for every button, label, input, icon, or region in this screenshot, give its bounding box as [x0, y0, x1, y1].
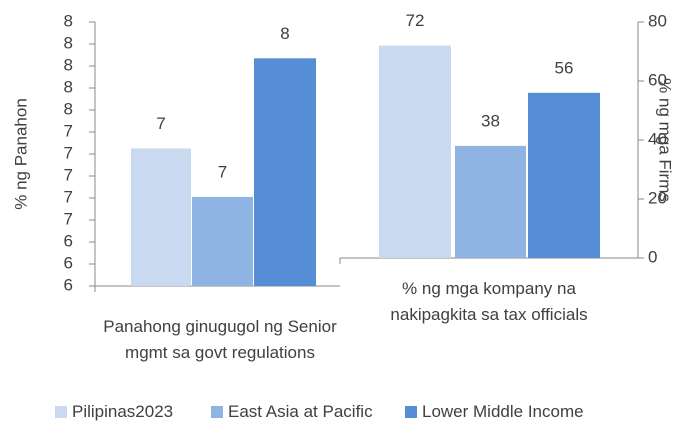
- data-label: 72: [406, 11, 425, 30]
- y-tick-label: 8: [64, 99, 73, 118]
- legend-label: Lower Middle Income: [422, 402, 584, 421]
- y-tick-label: 6: [64, 253, 73, 272]
- y-tick-label: 7: [64, 209, 73, 228]
- bar: [455, 145, 526, 258]
- y2-tick-label: 40: [648, 129, 667, 148]
- legend-item: Pilipinas2023: [55, 402, 173, 422]
- data-label: 7: [156, 114, 165, 133]
- data-label: 8: [280, 24, 289, 43]
- x-category-label: Panahong ginugugol ng Senior mgmt sa gov…: [103, 317, 337, 362]
- x-category-label: % ng mga kompany na nakipagkita sa tax o…: [390, 279, 588, 324]
- y-tick-label: 8: [64, 11, 73, 30]
- legend-swatch: [211, 406, 223, 418]
- y-tick-label: 7: [64, 165, 73, 184]
- data-label: 7: [218, 162, 227, 181]
- y2-tick-label: 80: [648, 11, 667, 30]
- y-tick-label: 6: [64, 275, 73, 294]
- legend-swatch: [405, 406, 417, 418]
- y-tick-label: 7: [64, 187, 73, 206]
- bar: [528, 92, 600, 258]
- legend-label: East Asia at Pacific: [228, 402, 373, 421]
- legend-item: Lower Middle Income: [405, 402, 584, 422]
- bar: [254, 58, 316, 286]
- y-tick-label: 7: [64, 121, 73, 140]
- data-label: 56: [555, 58, 574, 77]
- y2-tick-label: 60: [648, 70, 667, 89]
- y-tick-label: 7: [64, 143, 73, 162]
- y-tick-label: 6: [64, 231, 73, 250]
- y-tick-label: 8: [64, 33, 73, 52]
- y-tick-label: 8: [64, 77, 73, 96]
- y-axis-title: % ng Panahon: [11, 98, 30, 210]
- y2-axis-title: % ng mga Firms: [656, 78, 675, 202]
- legend-swatch: [55, 406, 67, 418]
- y2-tick-label: 20: [648, 188, 667, 207]
- legend-item: East Asia at Pacific: [211, 402, 373, 422]
- y-tick-label: 8: [64, 55, 73, 74]
- bar: [192, 196, 253, 286]
- bar: [379, 45, 451, 258]
- data-label: 38: [481, 111, 500, 130]
- bar: [131, 148, 191, 286]
- legend-label: Pilipinas2023: [72, 402, 174, 421]
- y2-tick-label: 0: [648, 247, 657, 266]
